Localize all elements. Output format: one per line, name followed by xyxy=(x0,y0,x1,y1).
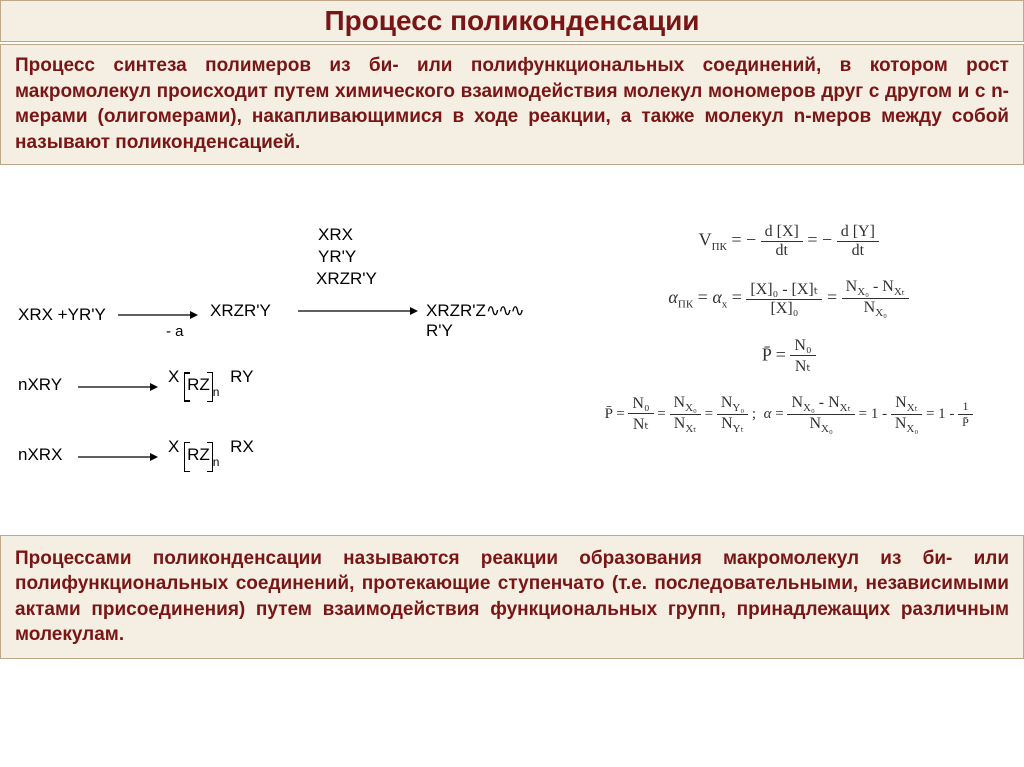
eq1-n2: d [Y] xyxy=(837,223,879,242)
r3-right: X RZ n RX xyxy=(168,437,254,467)
r3-sub: n xyxy=(213,455,220,469)
eq4-n1: N₀ xyxy=(628,395,653,414)
r3-left: nXRX xyxy=(18,445,62,465)
eq1-lhs: V xyxy=(699,229,712,249)
stack-line-1: XRX xyxy=(318,225,353,245)
r2-mid: RZ xyxy=(187,375,210,394)
middle-content: XRX YR'Y XRZR'Y XRX +YR'Y - a XRZR'Y XRZ… xyxy=(0,165,1024,535)
eq4-d1: Nₜ xyxy=(628,414,653,434)
definition-bottom-text: Процессами поликонденсации называются ре… xyxy=(15,546,1009,649)
eq4-alpha: α xyxy=(764,406,772,422)
arrow-icon xyxy=(118,308,198,322)
arrow-icon xyxy=(78,380,158,394)
equation-2: αПК = αx = [X]₀ - [X]ₜ[X]₀ = NX₀ - NXₜ N… xyxy=(572,278,1006,319)
definition-bottom-box: Процессами поликонденсации называются ре… xyxy=(0,535,1024,660)
eq4-td: P̄ xyxy=(958,415,973,430)
eq4-n2a: N xyxy=(791,394,803,411)
eq2-n1: [X]₀ - [X]ₜ xyxy=(746,279,822,300)
r3-b: RX xyxy=(230,437,254,456)
formula-block: VПК = − d [X]dt = − d [Y]dt αПК = αx = [… xyxy=(552,195,1006,515)
r1-left: XRX +YR'Y xyxy=(18,305,106,325)
r1-mid: XRZR'Y xyxy=(210,301,271,321)
r2-sub: n xyxy=(213,385,220,399)
eq2-d1: [X]₀ xyxy=(746,300,822,318)
r2-left: nXRY xyxy=(18,375,62,395)
eq2-mid-sub: x xyxy=(722,298,728,310)
eq2-mid: α xyxy=(712,286,721,306)
reaction-diagram: XRX YR'Y XRZR'Y XRX +YR'Y - a XRZR'Y XRZ… xyxy=(18,195,552,515)
wavy-line-icon: ∿∿∿ xyxy=(486,301,523,321)
r1-right-b: R'Y xyxy=(426,321,453,340)
eq3-d: Nₜ xyxy=(790,356,815,376)
eq4-ta: 1 - xyxy=(871,406,887,422)
eq2-lhs: α xyxy=(668,286,677,306)
arrow-icon xyxy=(298,304,418,318)
r1-right: XRZR'Z∿∿∿ R'Y xyxy=(426,301,552,341)
r1-sub: - a xyxy=(166,323,184,340)
r3-mid: RZ xyxy=(187,445,210,464)
arrow-icon xyxy=(78,450,158,464)
eq2-n2b: N xyxy=(882,278,894,295)
definition-top-text: Процесс синтеза полимеров из би- или пол… xyxy=(15,53,1009,156)
r1-right-a: XRZR'Z xyxy=(426,301,486,320)
r2-b: RY xyxy=(230,367,253,386)
eq1-d2: dt xyxy=(837,242,879,260)
eq1-d1: dt xyxy=(761,242,803,260)
equation-1: VПК = − d [X]dt = − d [Y]dt xyxy=(572,223,1006,260)
eq4-n3: N xyxy=(895,394,907,411)
r3-a: X xyxy=(168,437,179,456)
eq2-d2-sub: X₀ xyxy=(875,307,887,319)
eq4-lhs: P̄ xyxy=(605,406,613,422)
eq4-tb: 1 - xyxy=(938,406,954,422)
eq1-lhs-sub: ПК xyxy=(712,241,727,253)
eq2-n2a-sub: X₀ xyxy=(857,286,869,298)
equation-3: P̄ = N₀Nₜ xyxy=(572,337,1006,376)
stack-line-2: YR'Y xyxy=(318,247,356,267)
title-bar: Процесс поликонденсации xyxy=(0,0,1024,42)
eq2-lhs-sub: ПК xyxy=(678,298,693,310)
eq4-tc: 1 xyxy=(958,399,973,415)
eq3-lhs: P̄ xyxy=(762,345,771,365)
r2-right: X RZ n RY xyxy=(168,367,253,397)
r2-a: X xyxy=(168,367,179,386)
eq1-n1: d [X] xyxy=(761,223,803,242)
eq2-n2b-sub: Xₜ xyxy=(894,286,905,298)
eq2-d2: N xyxy=(864,299,876,316)
eq3-n: N₀ xyxy=(790,337,815,356)
eq4-d3: N xyxy=(895,415,907,432)
page-title: Процесс поликонденсации xyxy=(1,5,1023,37)
equation-4: P̄ = N₀Nₜ = NX₀NXₜ = NY₀NYₜ ; α = NX₀ - … xyxy=(572,394,1006,435)
eq2-n2a: N xyxy=(846,278,858,295)
stack-line-3: XRZR'Y xyxy=(316,269,377,289)
eq4-n2b: N xyxy=(828,394,840,411)
eq4-d2: N xyxy=(809,415,821,432)
definition-top-box: Процесс синтеза полимеров из би- или пол… xyxy=(0,44,1024,165)
